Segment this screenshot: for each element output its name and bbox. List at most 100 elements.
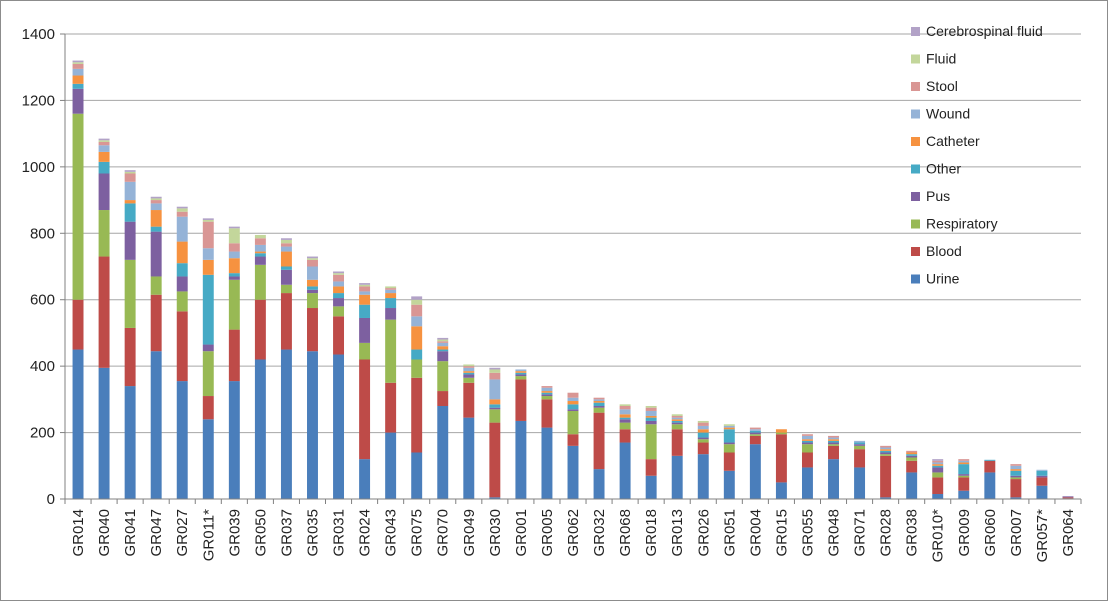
bar-segment xyxy=(801,444,813,453)
legend-swatch xyxy=(911,109,920,119)
bar-segment xyxy=(801,442,813,445)
bar-segment xyxy=(749,435,761,445)
bar-segment xyxy=(958,464,970,475)
bar-segment xyxy=(280,269,292,285)
bar-segment xyxy=(176,291,188,312)
bar-segment xyxy=(645,459,657,476)
legend-label: Pus xyxy=(926,188,950,204)
bar-segment xyxy=(619,422,631,430)
bar-segment xyxy=(411,359,423,378)
x-tick-label: GR010* xyxy=(930,509,947,563)
bar-segment xyxy=(489,407,501,410)
bar-segment xyxy=(880,445,892,448)
bar-segment xyxy=(98,141,110,146)
bar-segment xyxy=(801,452,813,468)
bar-segment xyxy=(958,462,970,465)
bar-segment xyxy=(333,354,345,499)
bar-segment xyxy=(671,424,683,430)
bar-stack xyxy=(228,226,240,499)
bar-segment xyxy=(176,276,188,292)
legend-swatch xyxy=(911,137,920,146)
bar-segment xyxy=(228,228,240,244)
bar-segment xyxy=(932,459,944,461)
x-tick-label: GR014 xyxy=(70,509,87,557)
bar-stack xyxy=(385,286,397,499)
bar-segment xyxy=(801,439,813,441)
y-tick-label: 1400 xyxy=(22,26,55,43)
y-tick-label: 1000 xyxy=(22,159,55,176)
bar-segment xyxy=(593,469,605,499)
x-tick-label: GR011* xyxy=(200,509,217,561)
x-tick-label: GR039 xyxy=(226,509,243,557)
bar-segment xyxy=(150,351,162,499)
x-tick-label: GR047 xyxy=(148,509,165,557)
bar-segment xyxy=(1062,497,1074,499)
bar-segment xyxy=(645,406,657,408)
bar-segment xyxy=(541,392,553,395)
x-tick-label: GR005 xyxy=(539,509,556,557)
bar-segment xyxy=(984,460,996,473)
bar-segment xyxy=(880,452,892,455)
bar-segment xyxy=(176,263,188,277)
x-tick-label: GR041 xyxy=(122,509,139,557)
bar-segment xyxy=(619,409,631,415)
bar-segment xyxy=(958,475,970,478)
bar-segment xyxy=(1036,477,1048,486)
bar-segment xyxy=(463,382,475,418)
bar-stack xyxy=(307,256,318,499)
bar-segment xyxy=(437,361,449,392)
bar-segment xyxy=(489,404,501,408)
bar-segment xyxy=(228,226,240,229)
bar-segment xyxy=(749,444,761,499)
bar-segment xyxy=(463,377,475,383)
bar-segment xyxy=(463,367,475,372)
bar-segment xyxy=(1010,470,1022,476)
bar-segment xyxy=(202,220,214,222)
bar-stack xyxy=(72,60,84,499)
bar-segment xyxy=(385,298,397,309)
bar-stack xyxy=(489,367,501,499)
bar-segment xyxy=(150,210,162,227)
bar-segment xyxy=(880,450,892,453)
bar-stack xyxy=(1010,464,1022,499)
bar-segment xyxy=(801,434,813,436)
bar-segment xyxy=(984,472,996,499)
bar-segment xyxy=(1036,470,1048,476)
bar-segment xyxy=(411,316,423,327)
y-tick-label: 200 xyxy=(30,425,55,442)
bar-segment xyxy=(463,374,475,378)
bar-segment xyxy=(307,351,318,499)
bar-segment xyxy=(124,200,136,204)
bar-segment xyxy=(828,444,839,446)
legend-entry: Stool xyxy=(911,78,958,94)
bar-stack xyxy=(333,271,345,499)
bar-segment xyxy=(593,401,605,403)
bar-stack xyxy=(671,414,683,499)
bar-stack xyxy=(828,435,839,499)
bar-segment xyxy=(697,437,709,440)
x-tick-label: GR001 xyxy=(513,509,530,557)
bar-segment xyxy=(359,291,371,295)
bar-segment xyxy=(932,465,944,468)
bar-segment xyxy=(749,429,761,431)
bar-segment xyxy=(749,427,761,430)
bar-segment xyxy=(515,420,527,499)
bar-segment xyxy=(359,284,371,287)
bar-segment xyxy=(906,452,918,455)
bar-segment xyxy=(280,246,292,252)
legend-entry: Fluid xyxy=(911,51,956,67)
x-tick-label: GR055 xyxy=(799,509,816,557)
x-tick-label: GR060 xyxy=(982,509,999,557)
bar-segment xyxy=(932,460,944,463)
bar-stack xyxy=(280,238,292,499)
bar-segment xyxy=(228,251,240,259)
bar-stack xyxy=(932,459,944,499)
bar-stack xyxy=(645,406,657,499)
bar-segment xyxy=(98,138,110,141)
legend-label: Fluid xyxy=(926,51,956,67)
bar-segment xyxy=(619,406,631,410)
bar-segment xyxy=(228,258,240,274)
bar-segment xyxy=(697,425,709,430)
bar-segment xyxy=(880,449,892,451)
bar-segment xyxy=(801,440,813,443)
